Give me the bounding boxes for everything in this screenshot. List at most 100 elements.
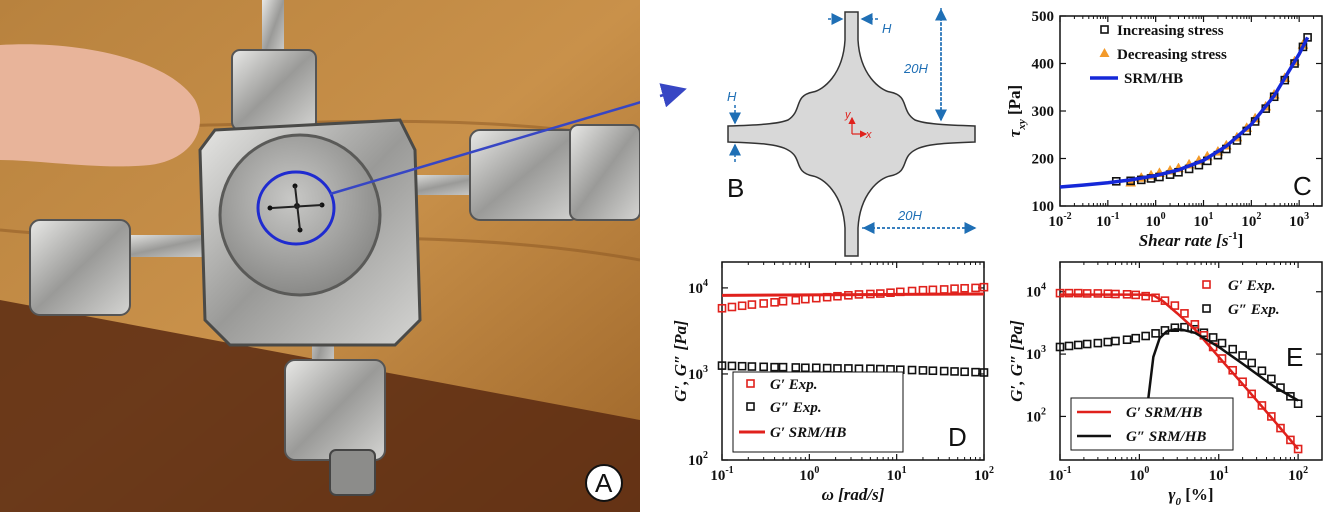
g1-exp-point bbox=[791, 295, 801, 305]
panel-letter-b: B bbox=[727, 173, 744, 203]
g2-exp-point bbox=[1073, 340, 1083, 350]
plot-frame bbox=[1059, 15, 1323, 207]
g2-exp-point bbox=[1247, 358, 1256, 368]
panel-letter-d: D bbox=[948, 422, 967, 452]
x-axis-label: ω [rad/s] bbox=[822, 485, 885, 504]
legend-marker-decreasing bbox=[1099, 48, 1110, 57]
legend-label-g1-srm: G′ SRM/HB bbox=[1126, 405, 1202, 421]
y-axis-label: τxy [Pa] bbox=[1005, 85, 1028, 137]
highlight-circle bbox=[256, 170, 336, 246]
g2-exp-point bbox=[747, 362, 757, 371]
g1-exp-point bbox=[737, 301, 747, 311]
g2-exp-point bbox=[717, 361, 727, 370]
g1-exp-point bbox=[770, 298, 779, 307]
axis-x-label: x bbox=[865, 129, 872, 141]
g2-exp-point bbox=[971, 367, 980, 377]
tube-top bbox=[262, 0, 284, 60]
g2-exp-point bbox=[960, 367, 969, 377]
device-photo bbox=[0, 0, 640, 512]
g1-exp-point bbox=[747, 300, 757, 309]
g1-srm-line bbox=[721, 292, 985, 297]
g2-exp-point bbox=[1228, 344, 1238, 354]
g2-exp-point bbox=[1267, 374, 1276, 384]
g1-exp-point bbox=[1276, 423, 1285, 433]
panel-b-geometry: H 20H H 20H y x B bbox=[727, 8, 977, 257]
y-tick-label: 102 bbox=[1026, 406, 1046, 425]
dim-h-top: H bbox=[882, 21, 892, 36]
g2-exp-point bbox=[928, 366, 938, 376]
y-tick-label: 300 bbox=[1032, 104, 1055, 120]
g2-exp-point bbox=[770, 362, 779, 372]
g2-exp-point bbox=[833, 364, 842, 373]
fitting-tip-bottom bbox=[329, 449, 376, 496]
legend-marker-g2-exp bbox=[1202, 304, 1211, 313]
g1-exp-point bbox=[1055, 288, 1065, 298]
x-tick-label: 102 bbox=[1288, 465, 1308, 484]
g1-exp-point bbox=[1073, 288, 1083, 298]
y-tick-label: 104 bbox=[688, 278, 708, 297]
chart-c-shear-stress: 10-2 10-1 100 101 102 103100200300400500Incre… bbox=[1005, 9, 1323, 250]
legend-box bbox=[1070, 397, 1234, 451]
y-tick-label: 400 bbox=[1032, 57, 1055, 73]
x-tick-label: 10-1 bbox=[1048, 465, 1071, 484]
legend-label-decreasing: Decreasing stress bbox=[1117, 47, 1227, 63]
x-axis-label: γ0 [%] bbox=[1168, 485, 1213, 508]
g2-exp-point bbox=[1217, 338, 1227, 348]
g1-exp-point bbox=[778, 296, 788, 306]
legend-label-g2: G″ Exp. bbox=[770, 400, 822, 416]
y-tick-label: 102 bbox=[688, 450, 708, 469]
srm-hb-line bbox=[1059, 36, 1310, 189]
g2-exp-point bbox=[1170, 323, 1180, 332]
g2-exp-point bbox=[1151, 329, 1160, 338]
g2-exp-point bbox=[1293, 399, 1303, 409]
zoom-arrow-head bbox=[659, 83, 687, 108]
tube-left bbox=[120, 235, 220, 257]
chart-e-amplitude-sweep: 10-1 100 101 102 102 103 104 G′ Exp. G″ Exp. G′ S… bbox=[1007, 261, 1323, 508]
g1-exp-point bbox=[1064, 288, 1074, 298]
g2-exp-point bbox=[1141, 331, 1150, 341]
g1-srm-line bbox=[1060, 293, 1300, 450]
g2-exp-point bbox=[737, 361, 747, 371]
panel-letter-e: E bbox=[1286, 342, 1303, 372]
g2-exp-point bbox=[801, 363, 810, 373]
chart-d-frequency-sweep: 10-1 100 101 102 102 103 104 G′ Exp. G″ Exp. G′ S… bbox=[671, 261, 994, 504]
finger bbox=[0, 44, 200, 167]
g2-exp-point bbox=[1208, 333, 1218, 342]
g2-srm-line bbox=[1144, 328, 1299, 442]
panel-letter-a: A bbox=[595, 468, 613, 498]
g1-exp-point bbox=[833, 291, 842, 301]
x-tick-label: 10-1 bbox=[1096, 211, 1119, 230]
x-tick-label: 10-1 bbox=[710, 465, 733, 484]
g2-exp-point bbox=[822, 363, 832, 373]
x-tick-label: 100 bbox=[1129, 465, 1149, 484]
panel-a-badge bbox=[585, 464, 623, 502]
x-tick-label: 102 bbox=[1241, 211, 1261, 230]
y-tick-label: 103 bbox=[688, 364, 708, 383]
legend-label-g2-exp: G″ Exp. bbox=[1228, 302, 1280, 318]
g1-exp-point bbox=[886, 288, 895, 297]
y-tick-label: 104 bbox=[1026, 282, 1046, 301]
g1-exp-point bbox=[1286, 435, 1295, 445]
x-tick-label: 101 bbox=[1209, 465, 1229, 484]
fitting-nut-right-far bbox=[569, 124, 640, 221]
zoom-arrow-line bbox=[329, 101, 640, 196]
g1-exp-point bbox=[759, 299, 768, 308]
tube-right bbox=[400, 175, 490, 195]
g1-exp-point bbox=[1170, 301, 1180, 310]
g2-exp-point bbox=[1111, 336, 1120, 346]
x-tick-label: 102 bbox=[974, 465, 994, 484]
g1-exp-point bbox=[1257, 401, 1267, 410]
g2-exp-point bbox=[1082, 339, 1092, 349]
g2-exp-point bbox=[1257, 366, 1267, 376]
x-tick-label: 101 bbox=[1194, 211, 1214, 230]
g2-exp-point bbox=[939, 366, 949, 376]
panel-letter-c: C bbox=[1293, 171, 1312, 201]
legend-label-g1-srm: G′ SRM/HB bbox=[770, 425, 846, 441]
g1-exp-point bbox=[939, 285, 949, 294]
dim-20h-vertical: 20H bbox=[903, 61, 928, 76]
g2-exp-point bbox=[1103, 337, 1113, 347]
g1-exp-point bbox=[1293, 444, 1303, 454]
g2-exp-point bbox=[778, 362, 788, 372]
legend-marker-g1 bbox=[746, 379, 755, 388]
g2-exp-point bbox=[844, 364, 853, 373]
